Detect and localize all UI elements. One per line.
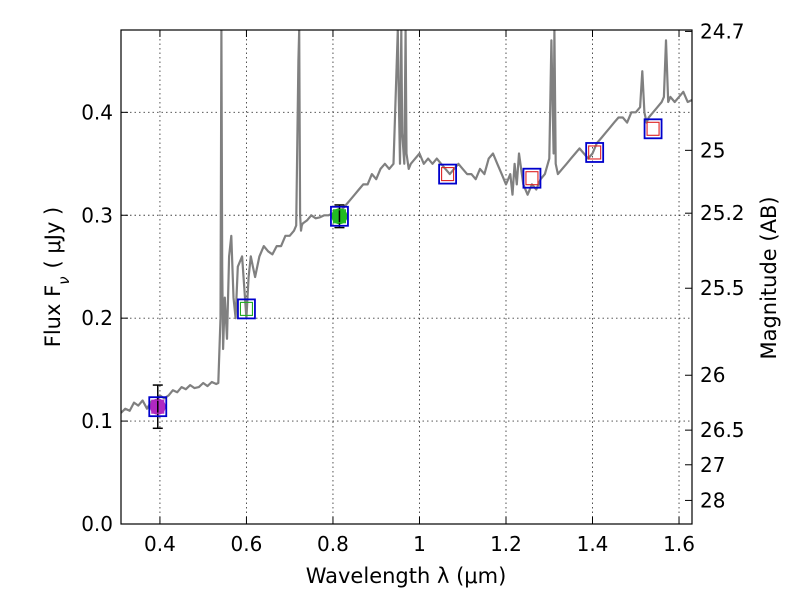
y-axis-title-units: ( μJy ) [41, 207, 65, 269]
model-marker-outer-square [330, 205, 349, 227]
model-marker-outer-square [522, 167, 542, 189]
band-0.60-model-marker [237, 298, 256, 320]
y2-tick-label: 27 [700, 453, 725, 477]
model-marker-inner-square [239, 301, 253, 316]
y2-axis-title: Magnitude (AB) [757, 196, 781, 359]
x-tick-label: 0.4 [144, 532, 176, 556]
model-marker-inner-square [588, 145, 602, 160]
y2-tick-label: 26 [700, 363, 725, 387]
obs-0.40-observed-point [149, 384, 166, 430]
x-tick-label: 1 [413, 532, 426, 556]
model-spectrum-line [121, 30, 692, 414]
model-marker-outer-square [438, 163, 457, 185]
y-axis-title-subscript: ν [55, 276, 73, 284]
y-tick-label: 0.3 [81, 203, 113, 227]
model-marker-inner-square [441, 167, 455, 182]
band-0.81-model-marker [330, 205, 349, 227]
x-tick-label: 0.8 [317, 532, 349, 556]
x-tick-label: 1.2 [490, 532, 522, 556]
y2-tick-label: 25.5 [700, 276, 745, 300]
obs-0.81-observed-point [331, 204, 348, 229]
y2-tick-label: 25 [700, 138, 725, 162]
plot-area [121, 30, 692, 430]
model-marker-outer-square [148, 396, 168, 418]
model-marker-inner-square [151, 399, 165, 414]
x-axis-title: Wavelength λ (μm) [306, 564, 507, 588]
model-marker-outer-square [237, 298, 256, 320]
band-1.06-model-marker [438, 163, 457, 185]
y-axis-title-main: Flux F [41, 285, 65, 347]
model-marker-inner-square [646, 121, 660, 136]
y-tick-label: 0.0 [81, 512, 113, 536]
y2-tick-label: 28 [700, 488, 725, 512]
y-axis-title: Flux Fν ( μJy ) [41, 207, 73, 348]
x-tick-label: 0.6 [231, 532, 263, 556]
y2-tick-label: 26.5 [700, 418, 745, 442]
y-tick-label: 0.2 [81, 306, 113, 330]
model-marker-outer-square [643, 118, 663, 140]
model-marker-inner-square [332, 209, 347, 224]
y2-tick-label: 25.2 [700, 201, 745, 225]
y-tick-label: 0.1 [81, 409, 113, 433]
band-1.26-model-marker [522, 167, 542, 189]
x-tick-label: 1.4 [577, 532, 609, 556]
model-marker-inner-square [525, 171, 539, 186]
y2-tick-label: 24.7 [700, 19, 745, 43]
axes-frame: 0.4 0.6 0.8 1 1.2 1.4 1.6 0.0 0.1 0.2 0.3 0.4 24.7 25… [81, 19, 744, 556]
band-1.40-model-marker [585, 142, 605, 163]
plot-frame [120, 29, 693, 525]
x-tick-label: 1.6 [663, 532, 695, 556]
band-1.54-model-marker [643, 118, 663, 140]
y-tick-label: 0.4 [81, 100, 113, 124]
model-marker-outer-square [585, 142, 605, 163]
band-0.40-model-marker [148, 396, 168, 418]
